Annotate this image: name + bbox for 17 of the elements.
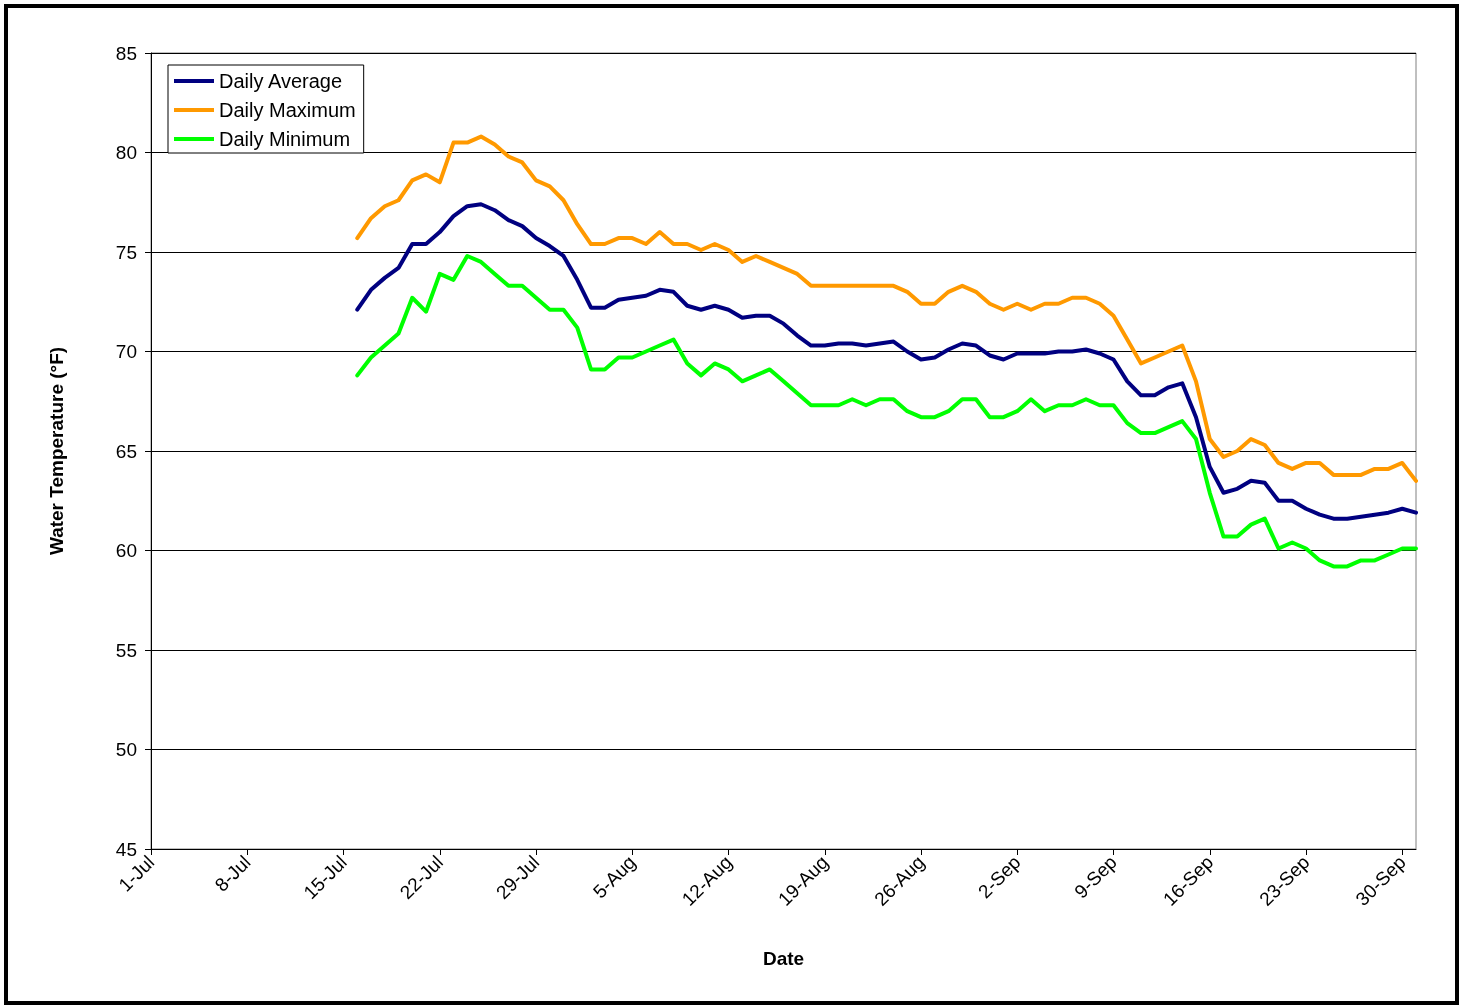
legend-label: Daily Maximum [219, 99, 356, 121]
y-tick-label: 50 [115, 739, 137, 760]
y-tick-label: 45 [115, 838, 137, 860]
y-tick-label: 80 [115, 142, 137, 163]
y-axis-title: Water Temperature (°F) [46, 346, 67, 556]
y-tick-label: 65 [115, 440, 137, 462]
y-tick-label: 70 [115, 341, 137, 362]
y-tick-label: 60 [115, 540, 137, 561]
y-tick-label: 85 [115, 42, 137, 64]
x-axis-title: Date [762, 948, 805, 969]
legend-label: Daily Minimum [219, 128, 351, 150]
line-series [355, 253, 1418, 569]
y-tick-label: 75 [115, 241, 137, 263]
line-series [355, 134, 1418, 483]
y-tick-label: 55 [115, 639, 137, 661]
legend-label: Daily Average [219, 70, 343, 92]
line-series [355, 202, 1418, 521]
